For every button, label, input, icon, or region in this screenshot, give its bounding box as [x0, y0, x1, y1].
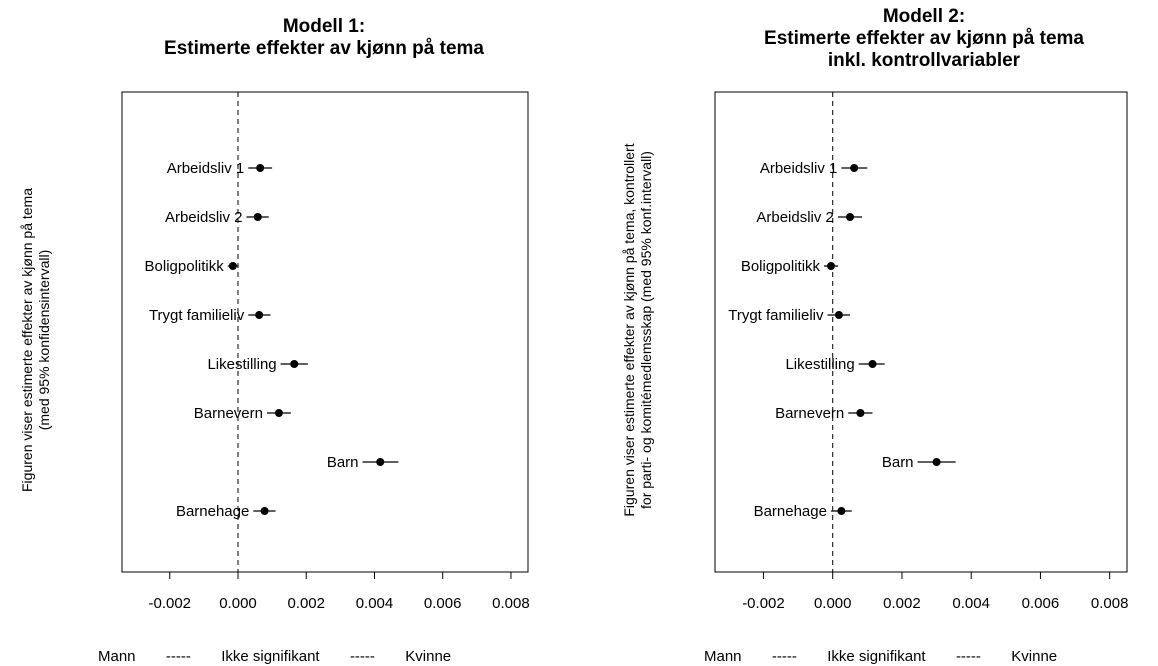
chart-title-line-1: Modell 2: — [882, 6, 966, 27]
category-label: Arbeidsliv 2 — [756, 209, 834, 226]
chart-title-line-1: Modell 1: — [282, 16, 366, 37]
category-label: Boligpolitikk — [741, 258, 821, 275]
category-label: Arbeidsliv 1 — [760, 160, 838, 177]
footer-separator-2: ----- — [955, 648, 981, 665]
footer-separator-2: ----- — [349, 648, 375, 665]
point-estimate — [856, 409, 865, 417]
x-tick-label: -0.002 — [742, 595, 785, 612]
chart-panel-modell-1: Modell 1: Estimerte effekter av kjønn på… — [0, 0, 560, 666]
x-tick-label: 0.004 — [952, 595, 990, 612]
plot-frame — [714, 91, 1128, 573]
point-estimate — [850, 164, 859, 172]
category-label: Boligpolitikk — [145, 258, 225, 275]
chart-plot-modell-2: -0.002 0.000 0.002 0.004 0.006 0.008 Arbeidsli… — [714, 91, 1129, 612]
category-label: Barnehage — [176, 503, 249, 520]
point-estimate — [260, 507, 269, 515]
point-estimate — [274, 409, 283, 417]
chart-title-line-2: Estimerte effekter av kjønn på tema — [764, 28, 1084, 49]
chart-footer: Mann ----- Ikke signifikant ----- Kvinne — [704, 648, 1057, 665]
chart-title: Modell 2: Estimerte effekter av kjønn på… — [704, 6, 1144, 72]
point-estimate — [228, 262, 237, 270]
footer-middle-label: Ikke signifikant — [827, 648, 926, 665]
footer-left-label: Mann — [98, 648, 136, 665]
x-tick-label: 0.002 — [287, 595, 325, 612]
point-estimate — [255, 311, 264, 319]
point-estimate — [256, 164, 265, 172]
category-label: Barn — [327, 454, 359, 471]
x-tick-label: 0.006 — [424, 595, 462, 612]
footer-separator-1: ----- — [165, 648, 191, 665]
point-estimate — [932, 458, 941, 466]
x-tick-label: -0.002 — [148, 595, 191, 612]
x-tick-label: 0.000 — [219, 595, 257, 612]
category-label: Arbeidsliv 2 — [165, 209, 243, 226]
chart-title-line-3: inkl. kontrollvariabler — [827, 50, 1021, 71]
point-estimate — [290, 360, 299, 368]
category-label: Barn — [882, 454, 914, 471]
category-label: Likestilling — [207, 356, 276, 373]
footer-left-label: Mann — [704, 648, 742, 665]
category-label: Arbeidsliv 1 — [167, 160, 245, 177]
x-tick-label: 0.008 — [492, 595, 530, 612]
x-tick-label: 0.000 — [814, 595, 852, 612]
x-tick-label: 0.006 — [1022, 595, 1060, 612]
category-label: Barnevern — [194, 405, 263, 422]
point-estimate — [834, 311, 843, 319]
chart-title: Modell 1: Estimerte effekter av kjønn på… — [104, 16, 544, 60]
point-estimate — [846, 213, 855, 221]
category-label: Trygt familieliv — [728, 307, 824, 324]
x-tick-label: 0.004 — [356, 595, 394, 612]
x-tick-label: 0.008 — [1091, 595, 1129, 612]
category-label: Likestilling — [785, 356, 854, 373]
chart-panel-modell-2: Modell 2: Estimerte effekter av kjønn på… — [594, 0, 1158, 666]
point-estimate — [376, 458, 385, 466]
x-tick-label: 0.002 — [883, 595, 921, 612]
point-estimate — [253, 213, 262, 221]
plot-frame — [121, 91, 529, 573]
point-estimate — [826, 262, 835, 270]
point-estimate — [837, 507, 846, 515]
footer-right-label: Kvinne — [405, 648, 452, 665]
footer-right-label: Kvinne — [1011, 648, 1058, 665]
footer-separator-1: ----- — [771, 648, 797, 665]
category-label: Barnehage — [754, 503, 827, 520]
category-label: Trygt familieliv — [149, 307, 245, 324]
chart-title-line-2: Estimerte effekter av kjønn på tema — [164, 38, 484, 59]
point-estimate — [868, 360, 877, 368]
footer-middle-label: Ikke signifikant — [221, 648, 320, 665]
chart-plot-modell-1: -0.002 0.000 0.002 0.004 0.006 0.008 Arbeidsli… — [121, 91, 530, 612]
chart-footer: Mann ----- Ikke signifikant ----- Kvinne — [98, 648, 451, 665]
category-label: Barnevern — [775, 405, 844, 422]
